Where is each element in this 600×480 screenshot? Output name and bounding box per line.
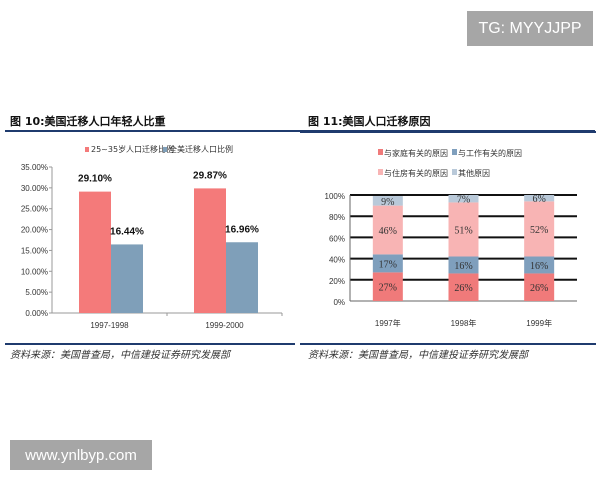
x-tick-label: 1997年: [375, 318, 401, 328]
data-label: 52%: [530, 225, 548, 236]
legend-swatch: [85, 147, 89, 152]
legend-swatch: [452, 169, 457, 175]
bar-segment: [372, 205, 403, 255]
bar: [79, 191, 111, 313]
legend-label: 25~35岁人口迁移比例: [91, 144, 174, 154]
chart-title: 图 10:美国迁移人口年轻人比重: [10, 114, 166, 128]
y-tick-label: 80%: [329, 213, 345, 222]
x-tick-label: 1999-2000: [205, 321, 244, 330]
bar-segment: [372, 272, 403, 301]
y-tick-label: 100%: [325, 192, 345, 201]
chart-title: 图 11:美国人口迁移原因: [308, 114, 431, 128]
data-label: 46%: [379, 226, 397, 237]
bar-segment: [372, 196, 403, 206]
y-tick-label: 10.00%: [21, 267, 48, 276]
data-label: 26%: [530, 283, 548, 294]
y-tick-label: 40%: [329, 256, 345, 265]
bar-segment: [448, 256, 479, 274]
y-tick-label: 30.00%: [21, 184, 48, 193]
data-label: 7%: [457, 195, 470, 206]
watermark-bottom: www.ynlbyp.com: [10, 440, 152, 470]
legend-swatch: [378, 169, 383, 175]
bar-segment: [372, 254, 403, 273]
data-label: 16%: [454, 261, 472, 272]
bar-segment: [524, 201, 555, 257]
y-tick-label: 20.00%: [21, 226, 48, 235]
legend-label: 与工作有关的原因: [458, 148, 522, 158]
data-label: 29.87%: [193, 170, 227, 181]
bar-segment: [524, 273, 555, 301]
bar: [111, 244, 143, 313]
bar-segment: [524, 256, 555, 274]
bottom-rule: [300, 343, 596, 345]
x-tick-label: 1999年: [526, 318, 552, 328]
data-label: 16%: [530, 261, 548, 272]
title-rule: [300, 131, 596, 133]
x-tick-label: 1998年: [451, 318, 477, 328]
legend-swatch: [163, 147, 167, 152]
bar-segment: [448, 195, 479, 203]
bar-segment: [448, 273, 479, 301]
y-tick-label: 35.00%: [21, 163, 48, 172]
bar: [226, 242, 258, 313]
data-label: 16.96%: [225, 224, 259, 235]
legend-label: 全美迁移人口比例: [169, 144, 233, 154]
bar: [194, 188, 226, 313]
data-label: 16.44%: [110, 226, 144, 237]
bottom-rule: [5, 343, 295, 345]
y-tick-label: 5.00%: [25, 288, 48, 297]
data-label: 6%: [532, 194, 545, 205]
y-tick-label: 60%: [329, 234, 345, 243]
data-label: 27%: [379, 283, 397, 294]
y-tick-label: 0.00%: [25, 309, 48, 318]
y-tick-label: 15.00%: [21, 246, 48, 255]
legend-label: 其他原因: [458, 168, 490, 178]
data-label: 9%: [381, 197, 394, 208]
data-label: 51%: [454, 225, 472, 236]
y-tick-label: 0%: [333, 298, 345, 307]
x-tick-label: 1997-1998: [90, 321, 129, 330]
legend-swatch: [452, 149, 457, 155]
watermark-top: TG: MYYJJPP: [467, 11, 593, 46]
bar-segment: [524, 195, 555, 202]
data-label: 17%: [379, 259, 397, 270]
y-tick-label: 25.00%: [21, 205, 48, 214]
bar-segment: [448, 202, 479, 257]
source-note: 资料来源：美国普查局，中信建投证券研究发展部: [10, 349, 232, 361]
data-label: 26%: [454, 283, 472, 294]
source-note: 资料来源：美国普查局，中信建投证券研究发展部: [308, 349, 530, 361]
data-label: 29.10%: [78, 174, 112, 185]
y-tick-label: 20%: [329, 277, 345, 286]
legend-label: 与住房有关的原因: [384, 168, 448, 178]
legend-swatch: [378, 149, 383, 155]
legend-label: 与家庭有关的原因: [384, 148, 448, 158]
